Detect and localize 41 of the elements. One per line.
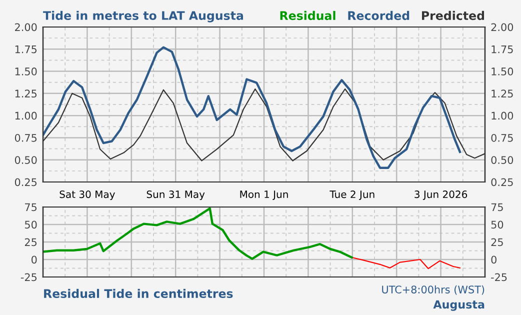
text: Augusta: [433, 300, 484, 311]
text: Residual Tide in centimetres: [44, 288, 233, 298]
y-tick-label: 1.25: [15, 90, 37, 98]
y-tick-label: 1.00: [15, 112, 37, 120]
y2-tick-label: -25: [491, 273, 507, 282]
y-tick-label: 75: [25, 203, 37, 212]
y2-tick-label: 2.00: [491, 23, 514, 32]
x-tick-label: Sat 30 May: [60, 190, 115, 200]
y-tick-label: 0.75: [14, 134, 37, 142]
text: Recorded: [348, 10, 410, 20]
y2-tick-label: 50: [491, 220, 504, 229]
y2-tick-label: 1.00: [492, 112, 514, 120]
y-tick-label: 1.50: [15, 68, 37, 76]
y2-tick-label: 0.25: [491, 178, 513, 186]
y-tick-label: -25: [20, 273, 37, 282]
line-series: [43, 46, 462, 169]
y2-tick-label: 25: [491, 238, 503, 246]
y-tick-label: 0: [32, 256, 37, 264]
y-tick-label: 25: [24, 238, 37, 246]
text: Residual: [280, 10, 336, 20]
line-series: [351, 256, 461, 270]
text: UTC+8:00hrs (WST): [382, 285, 484, 295]
text: Predicted: [422, 10, 484, 20]
y2-tick-label: 75: [491, 203, 503, 212]
chart-title: Tide in metres to LAT Augusta: [43, 10, 244, 22]
line-series: [43, 207, 353, 260]
y2-tick-label: 1.75: [492, 46, 513, 54]
y-tick-label: 50: [24, 220, 37, 229]
y2-tick-label: 1.50: [492, 68, 514, 76]
x-tick-label: Sun 31 May: [146, 190, 205, 200]
y2-tick-label: 0.75: [491, 134, 513, 142]
x-tick-label: 3 Jun 2026: [414, 190, 468, 200]
y-tick-label: 2.00: [15, 23, 37, 32]
y2-tick-label: 0: [491, 256, 496, 264]
y-tick-label: 0.25: [14, 178, 37, 186]
y-tick-label: 0.50: [14, 156, 37, 164]
x-tick-label: Tue 2 Jun: [330, 190, 374, 200]
y2-tick-label: 0.50: [491, 156, 514, 164]
x-tick-label: Mon 1 Jun: [240, 190, 288, 200]
y-tick-label: 1.75: [15, 46, 37, 54]
y2-tick-label: 1.25: [492, 90, 513, 98]
